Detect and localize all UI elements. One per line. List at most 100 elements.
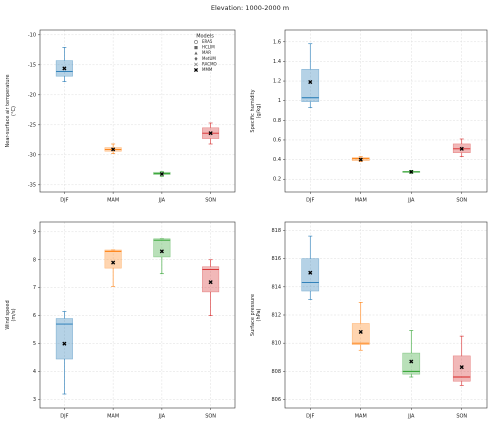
legend-title: Models <box>196 34 214 40</box>
y-axis-label: Specific humidity(g/kg) <box>250 89 262 132</box>
legend-marker <box>194 56 198 61</box>
x-tick-label: JJA <box>407 414 415 420</box>
legend-marker <box>194 40 198 44</box>
y-axis-label-line: Surface pressure <box>250 294 256 336</box>
y-tick-label: 0.4 <box>273 157 281 163</box>
legend-label: HCLIM <box>202 45 215 50</box>
mean-marker <box>308 270 313 275</box>
box <box>452 355 471 382</box>
y-tick-label: 1.6 <box>273 39 281 45</box>
mean-marker <box>159 171 164 177</box>
y-tick-label: 9 <box>33 229 36 235</box>
mean-marker <box>358 157 363 162</box>
axes-frame <box>284 29 488 193</box>
legend-label: RACMO <box>202 61 217 66</box>
mean-marker <box>409 169 414 174</box>
x-tick-label: DJF <box>60 198 68 204</box>
axes-frame <box>284 221 488 409</box>
y-tick-label: -30 <box>28 152 36 158</box>
figure-title: Elevation: 1000-2000 m <box>211 4 289 12</box>
mean-marker <box>111 260 116 265</box>
y-tick-label: 806 <box>271 397 281 403</box>
y-tick-label: -20 <box>28 92 36 98</box>
box <box>402 352 421 375</box>
legend-marker <box>194 46 198 50</box>
x-tick-label: MAM <box>107 198 119 204</box>
y-axis-label-line: Wind speed <box>5 300 11 329</box>
y-tick-label: -25 <box>28 122 36 128</box>
y-tick-label: -10 <box>28 32 36 38</box>
legend-label: ERA5 <box>202 39 213 44</box>
legend-label: MMM <box>202 67 213 72</box>
legend-label: MetUM <box>202 56 216 61</box>
y-tick-label: -35 <box>28 182 36 188</box>
mean-marker <box>208 131 213 136</box>
y-tick-label: 810 <box>271 341 281 347</box>
y-tick-label: 816 <box>271 256 281 262</box>
mean-marker <box>409 359 414 364</box>
axes-frame <box>39 221 236 409</box>
box <box>351 323 370 345</box>
y-tick-label: 0.8 <box>273 118 281 124</box>
x-tick-label: MAM <box>107 414 119 420</box>
y-tick-label: 0.2 <box>273 177 281 183</box>
mean-marker <box>159 249 164 254</box>
y-axis-label-line: (m/s) <box>11 308 17 321</box>
y-tick-label: 5 <box>33 341 36 347</box>
legend-marker <box>194 51 198 55</box>
x-tick-label: DJF <box>306 414 314 420</box>
mean-marker <box>459 365 464 370</box>
mean-marker <box>208 280 213 285</box>
y-axis-label-line: Specific humidity <box>250 89 256 132</box>
y-axis-label-line: Near-surface air temperature <box>5 74 11 147</box>
legend-label: MAR <box>202 50 211 55</box>
box <box>301 69 320 102</box>
y-tick-label: 3 <box>33 397 36 403</box>
x-tick-label: MAM <box>355 414 367 420</box>
x-tick-label: JJA <box>407 198 415 204</box>
mean-marker <box>459 146 464 151</box>
y-tick-label: 1.4 <box>273 59 281 65</box>
y-axis-label: Wind speed(m/s) <box>5 300 17 329</box>
y-axis-label-line: (hPa) <box>256 308 262 321</box>
x-tick-label: SON <box>456 414 467 420</box>
y-tick-label: 1.2 <box>273 79 281 85</box>
legend-marker <box>194 62 198 67</box>
x-tick-label: SON <box>205 198 216 204</box>
box <box>202 266 220 293</box>
x-tick-label: DJF <box>306 198 314 204</box>
y-axis-label: Surface pressure(hPa) <box>250 294 262 336</box>
x-tick-label: SON <box>456 198 467 204</box>
y-tick-label: 818 <box>271 228 281 234</box>
y-tick-label: 8 <box>33 257 36 263</box>
x-tick-label: SON <box>205 414 216 420</box>
y-tick-label: 0.6 <box>273 137 281 143</box>
y-tick-label: -15 <box>28 62 36 68</box>
y-tick-label: 7 <box>33 285 36 291</box>
x-tick-label: DJF <box>60 414 68 420</box>
y-tick-label: 1 <box>278 98 281 104</box>
box <box>153 238 171 258</box>
y-tick-label: 812 <box>271 313 281 319</box>
box <box>104 249 122 269</box>
mean-marker <box>308 79 313 85</box>
box <box>301 258 320 292</box>
y-axis-label: Near-surface air temperature(°C) <box>5 74 17 147</box>
mean-marker <box>62 66 67 71</box>
x-tick-label: JJA <box>158 198 166 204</box>
x-tick-label: JJA <box>158 414 166 420</box>
y-tick-label: 6 <box>33 313 36 319</box>
mean-marker <box>358 329 363 334</box>
y-axis-label-line: (°C) <box>11 106 17 116</box>
y-tick-label: 4 <box>33 369 36 375</box>
y-tick-label: 814 <box>271 284 281 290</box>
axes-frame <box>39 29 236 193</box>
mean-marker <box>62 341 67 346</box>
y-tick-label: 808 <box>271 369 281 375</box>
box <box>55 318 73 360</box>
mean-marker <box>111 147 116 152</box>
y-axis-label-line: (g/kg) <box>256 104 262 119</box>
legend-marker <box>193 67 199 73</box>
x-tick-label: MAM <box>355 198 367 204</box>
